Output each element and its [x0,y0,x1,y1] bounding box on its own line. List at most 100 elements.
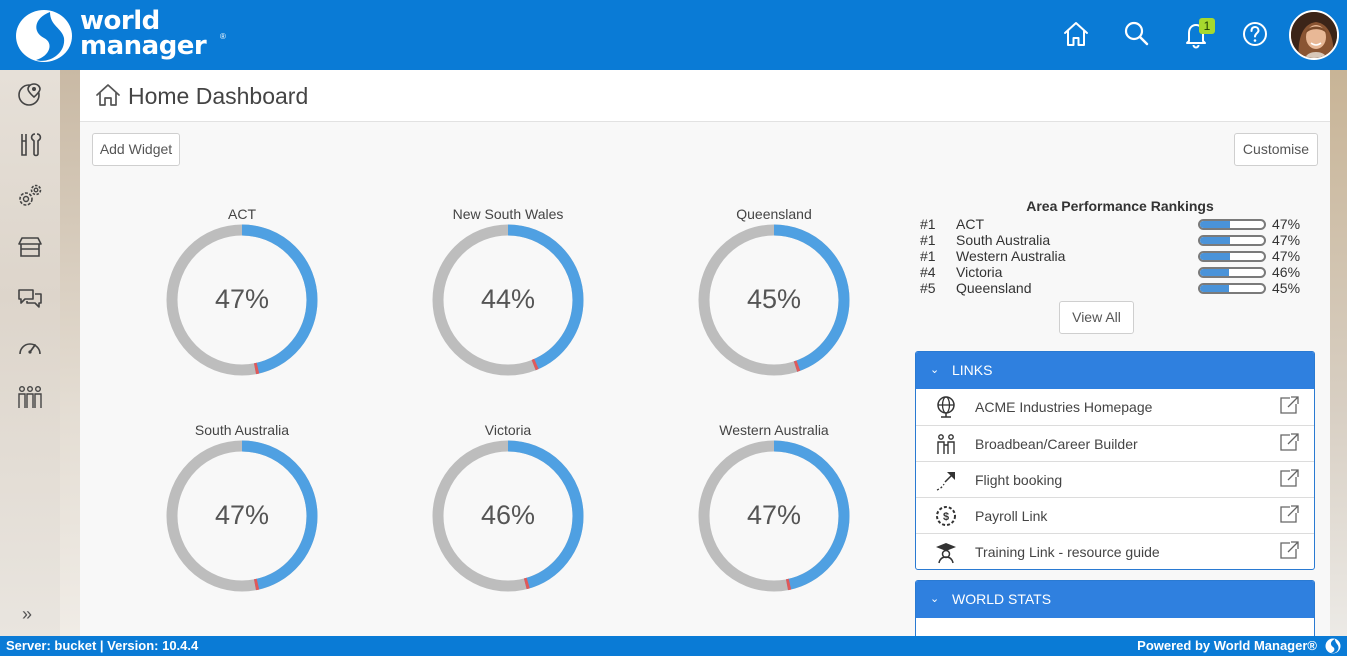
top-bar: world manager ® 1 [0,0,1347,70]
help-icon[interactable] [1240,18,1270,50]
sidebar: » [0,70,60,636]
tools-icon[interactable] [16,131,44,159]
links-panel-title: LINKS [952,362,993,378]
ranking-position: #1 [920,248,936,264]
link-item[interactable]: ACME Industries Homepage [916,389,1314,425]
link-label: Payroll Link [975,508,1048,524]
avatar-photo [1291,12,1337,58]
ranking-progress-bar [1198,219,1266,230]
link-item[interactable]: $ Payroll Link [916,497,1314,533]
background-image-right [1330,70,1347,636]
view-all-button[interactable]: View All [1059,301,1134,334]
ranking-area-name: Western Australia [956,248,1066,264]
donut-value-arc [432,440,584,592]
background-image [60,70,80,636]
link-label: ACME Industries Homepage [975,399,1153,415]
donut-value: 45% [746,284,802,314]
donut-chart[interactable]: South Australia 47% [152,422,332,622]
donut-ring [166,224,318,376]
ranking-percent: 47% [1272,232,1301,248]
store-icon[interactable] [16,233,44,261]
donut-value: 47% [214,500,270,530]
page-home-icon [96,84,120,106]
donut-label: New South Wales [452,206,564,222]
ranking-row: #4 Victoria 46% [915,264,1305,280]
add-widget-button[interactable]: Add Widget [92,133,180,166]
page-title: Home Dashboard [128,83,309,109]
donut-chart[interactable]: Queensland 45% [684,206,864,406]
people-icon[interactable] [16,383,44,411]
link-item[interactable]: Training Link - resource guide [916,533,1314,569]
ranking-row: #1 South Australia 47% [915,232,1305,248]
ranking-percent: 47% [1272,216,1301,232]
ranking-area-name: Queensland [956,280,1032,296]
map-pin-icon[interactable] [16,80,44,108]
ranking-progress-fill [1200,253,1231,260]
world-manager-logo[interactable]: world manager ® [14,8,244,64]
donut-ring [432,224,584,376]
donut-ring [698,440,850,592]
donut-value-arc [166,440,318,592]
user-avatar[interactable] [1289,10,1339,60]
donut-label: Victoria [484,422,532,438]
rankings-title: Area Performance Rankings [1026,198,1214,214]
ranking-progress-bar [1198,251,1266,262]
donut-chart[interactable]: New South Wales 44% [418,206,598,406]
donut-ring [698,224,850,376]
footer-logo-icon [1325,638,1341,654]
search-icon[interactable] [1121,18,1151,50]
links-panel-header[interactable]: ⌄ LINKS [916,352,1314,389]
logo-mark-icon [16,10,72,62]
ranking-row: #1 ACT 47% [915,216,1305,232]
sidebar-expand-icon[interactable]: » [22,604,33,624]
notification-badge[interactable]: 1 [1199,18,1215,34]
ranking-position: #1 [920,232,936,248]
powered-by: Powered by World Manager® [1137,638,1317,653]
donut-value: 47% [746,500,802,530]
external-link-icon[interactable] [1278,395,1300,415]
donut-value-arc [698,440,850,592]
home-icon[interactable] [1061,18,1091,50]
donut-value-arc [166,224,318,376]
footer: Server: bucket | Version: 10.4.4 Powered… [0,636,1347,656]
gauge-icon[interactable] [16,334,44,362]
plane-icon [936,472,955,491]
chevron-down-icon: ⌄ [930,593,940,605]
donut-label: Western Australia [719,422,829,438]
external-link-icon[interactable] [1278,468,1300,488]
external-link-icon[interactable] [1278,504,1300,524]
ranking-progress-fill [1200,269,1230,276]
ranking-percent: 45% [1272,280,1301,296]
world-stats-panel-header[interactable]: ⌄ WORLD STATS [916,581,1314,618]
ranking-progress-bar [1198,283,1266,294]
links-list: ACME Industries Homepage Broadbean/Career… [916,389,1314,569]
people-icon [937,434,955,454]
ranking-row: #1 Western Australia 47% [915,248,1305,264]
ranking-progress-bar [1198,235,1266,246]
logo-line-2: manager [80,31,207,61]
donut-chart[interactable]: Victoria 46% [418,422,598,622]
link-item[interactable]: Broadbean/Career Builder [916,425,1314,461]
ranking-position: #4 [920,264,936,280]
gears-icon[interactable] [16,182,44,210]
link-item[interactable]: Flight booking [916,461,1314,497]
logo-registered: ® [220,32,226,41]
chat-icon[interactable] [16,284,44,312]
external-link-icon[interactable] [1278,540,1300,560]
donut-label: South Australia [194,422,290,438]
external-link-icon[interactable] [1278,432,1300,452]
ranking-progress-fill [1200,221,1231,228]
donut-value-arc [432,224,584,376]
ranking-area-name: ACT [956,216,984,232]
area-performance-rankings: Area Performance Rankings #1 ACT 47% #1 Sout… [915,198,1305,296]
customise-button[interactable]: Customise [1234,133,1318,166]
donut-ring [166,440,318,592]
chevron-down-icon: ⌄ [930,364,940,376]
donut-chart[interactable]: Western Australia 47% [684,422,864,622]
donut-label: Queensland [736,206,812,222]
donut-value-arc [698,224,850,376]
rankings-list: #1 ACT 47% #1 South Australia 47% #1 Western Au… [915,216,1305,296]
ranking-area-name: South Australia [956,232,1051,248]
donut-chart[interactable]: ACT 47% [152,206,332,406]
world-stats-panel: ⌄ WORLD STATS [915,580,1315,636]
